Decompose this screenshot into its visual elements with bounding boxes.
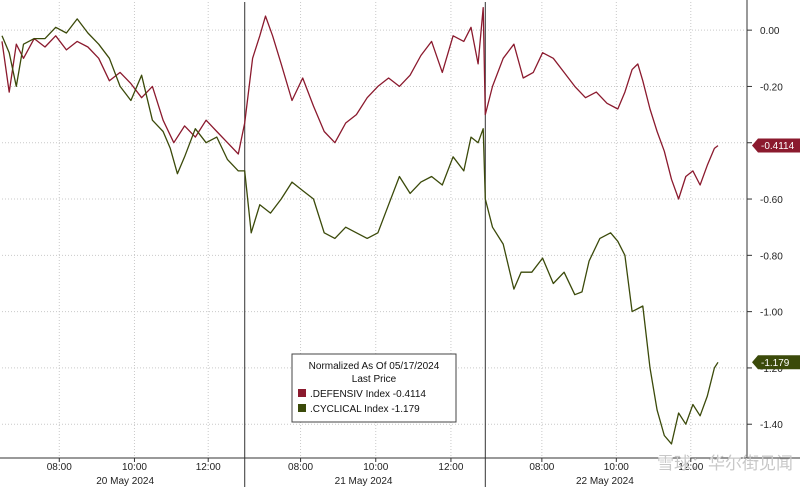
x-tick-label: 10:00 (122, 462, 147, 473)
x-day-label: 21 May 2024 (335, 476, 393, 487)
x-tick-label: 12:00 (678, 462, 703, 473)
y-tick-label: 0.00 (760, 26, 780, 37)
legend-subtitle: Last Price (352, 374, 397, 385)
y-tick-label: -0.60 (760, 195, 783, 206)
y-tick-label: -1.20 (760, 364, 783, 375)
last-price-badge-1 (752, 355, 800, 370)
legend-swatch-cyclical (298, 404, 306, 412)
grid (2, 2, 746, 458)
x-tick-label: 10:00 (604, 462, 629, 473)
legend-entry-cyclical: .CYCLICAL Index -1.179 (310, 404, 420, 415)
series-line-1 (1, 18, 719, 445)
y-tick-label: -0.20 (760, 82, 783, 93)
series-lines (1, 6, 719, 445)
last-price-label-1: -1.179 (761, 358, 790, 369)
legend-title: Normalized As Of 05/17/2024 (309, 361, 440, 372)
x-tick-label: 12:00 (438, 462, 463, 473)
x-tick-label: 12:00 (196, 462, 221, 473)
x-tick-label: 08:00 (47, 462, 72, 473)
x-tick-label: 08:00 (288, 462, 313, 473)
series-line-0 (1, 6, 719, 200)
watermark: 雪球：华尔街见闻 (657, 454, 793, 474)
last-price-badges: -0.4114 -1.179 (752, 138, 800, 370)
x-tick-label: 10:00 (363, 462, 388, 473)
last-price-label-0: -0.4114 (761, 141, 795, 152)
y-tick-label: -0.80 (760, 251, 783, 262)
x-tick-label: 08:00 (529, 462, 554, 473)
x-day-label: 22 May 2024 (576, 476, 634, 487)
legend-swatch-defensiv (298, 389, 306, 397)
last-price-badge-0 (752, 138, 800, 153)
x-axis: 08:00 10:00 12:00 08:00 10:00 12:00 08:00 10:00… (0, 457, 800, 487)
legend-box (291, 353, 457, 423)
legend: Normalized As Of 05/17/2024 Last Price .… (291, 353, 457, 423)
x-day-label: 20 May 2024 (96, 476, 154, 487)
legend-entry-defensiv: .DEFENSIV Index -0.4114 (310, 389, 426, 400)
y-tick-label: -1.40 (760, 420, 783, 431)
y-tick-label: -1.00 (760, 308, 783, 319)
